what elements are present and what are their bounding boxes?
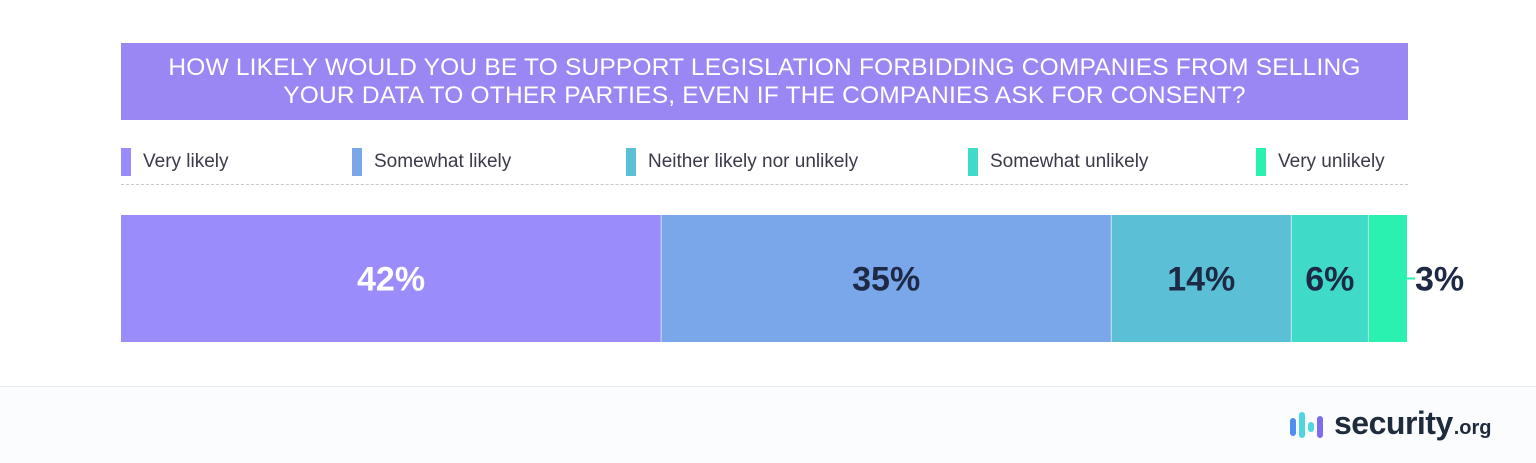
bar-data-label: 35% (852, 261, 920, 299)
security-org-logo: security .org (1290, 400, 1492, 440)
bar-data-label: 6% (1305, 261, 1354, 299)
legend-label: Very likely (143, 151, 229, 172)
legend-swatch (352, 148, 362, 176)
legend-swatch (121, 148, 131, 176)
bar-segment (1291, 215, 1369, 342)
legend-item: Somewhat likely (352, 146, 511, 178)
legend-label: Very unlikely (1278, 151, 1385, 172)
legend-item: Somewhat unlikely (968, 146, 1148, 178)
logo-name: security (1334, 405, 1453, 441)
logo-tld: .org (1453, 417, 1492, 439)
legend-swatch (1256, 148, 1266, 176)
logo-bars-icon (1290, 408, 1326, 440)
legend-label: Neither likely nor unlikely (648, 151, 859, 172)
bar-segment (121, 215, 662, 342)
legend-item: Neither likely nor unlikely (626, 146, 858, 178)
legend-label: Somewhat unlikely (990, 151, 1149, 172)
chart-legend: Very likely Somewhat likely Neither likely… (121, 146, 1408, 178)
bar-data-label: 14% (1167, 261, 1235, 299)
chart-title: HOW LIKELY WOULD YOU BE TO SUPPORT LEGIS… (168, 53, 1361, 109)
bar-segment (1111, 215, 1292, 342)
legend-divider (121, 184, 1408, 185)
legend-item: Very likely (121, 146, 229, 178)
bar-data-label: 3% (1415, 261, 1464, 299)
footer-divider (0, 386, 1536, 387)
bar-segment (661, 215, 1112, 342)
chart-title-box: HOW LIKELY WOULD YOU BE TO SUPPORT LEGIS… (121, 43, 1408, 120)
legend-item: Very unlikely (1256, 146, 1385, 178)
legend-label: Somewhat likely (374, 151, 512, 172)
legend-swatch (626, 148, 636, 176)
footer (0, 387, 1536, 463)
bar-data-label: 42% (357, 261, 425, 299)
bar-segment (1368, 215, 1407, 342)
legend-swatch (968, 148, 978, 176)
